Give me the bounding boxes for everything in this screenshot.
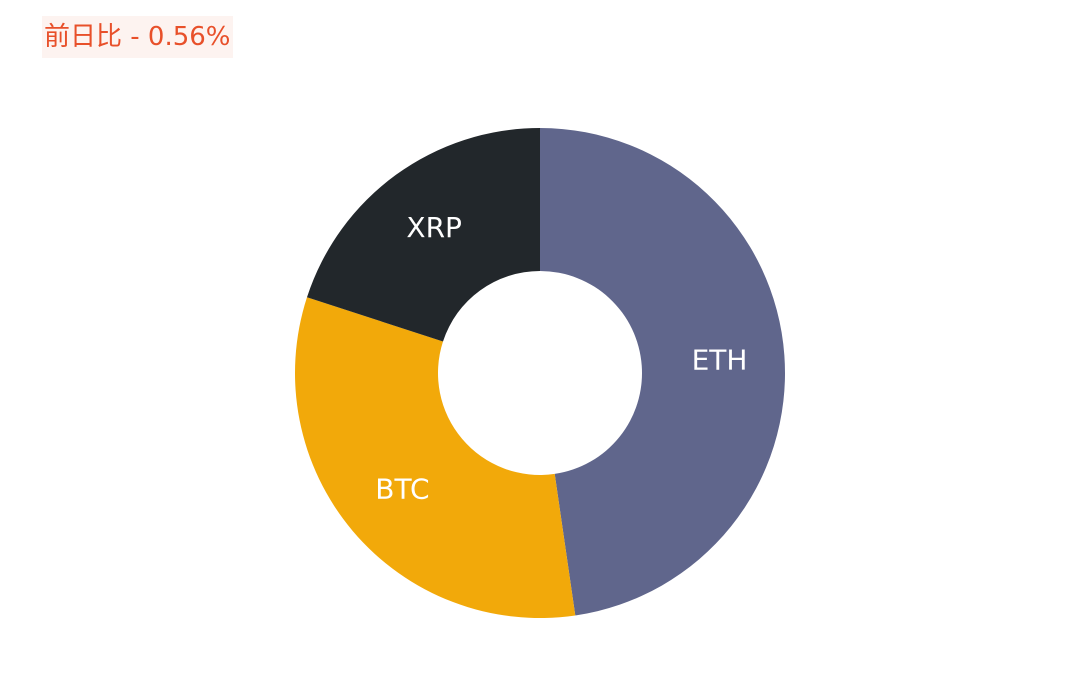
donut-labels: ETH BTC XRP [375,211,747,506]
donut-slice-xrp [306,128,540,342]
slice-label-btc: BTC [375,473,429,506]
donut-slice-btc [294,297,576,618]
donut-slice-eth [540,128,785,616]
slice-label-eth: ETH [692,344,748,377]
donut-slices [294,128,785,618]
slice-label-xrp: XRP [406,211,462,244]
price-change-label: 前日比 - 0.56% [42,16,233,58]
